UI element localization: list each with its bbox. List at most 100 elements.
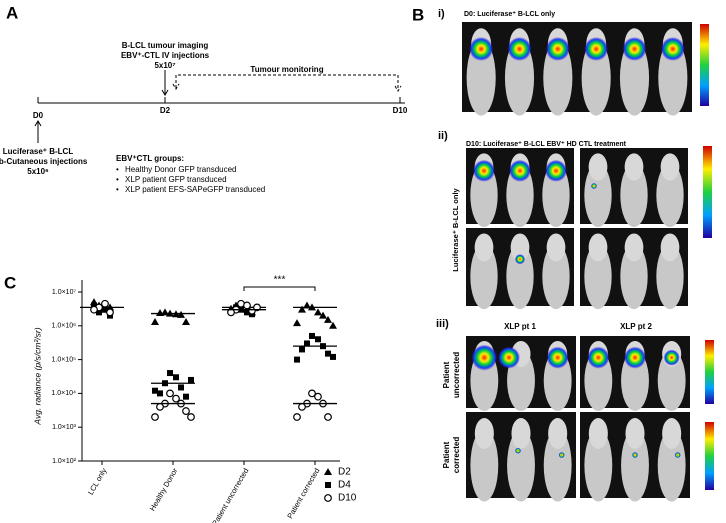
image-title: D10: Luciferase⁺ B-LCL EBV⁺ HD CTL treat… [466, 141, 627, 148]
point [325, 350, 331, 357]
point [298, 305, 306, 313]
arrow [161, 70, 169, 96]
mouse [506, 243, 534, 310]
mouse-head [662, 418, 682, 449]
signal [515, 254, 525, 265]
signal [471, 344, 498, 371]
mouse-head [625, 418, 645, 449]
sub-label: i) [438, 8, 445, 20]
day-label: D10 [393, 106, 408, 115]
mouse [620, 243, 648, 310]
legend-label: D10 [338, 493, 357, 504]
imaging-text: EBV⁺-CTL IV injections [121, 51, 210, 60]
dashed-bracket [172, 74, 402, 92]
mouse [466, 40, 496, 116]
mouse [619, 40, 650, 116]
point [329, 321, 337, 329]
row-label: Luciferase⁺ B-LCL only [451, 187, 460, 271]
point [304, 340, 310, 347]
signal [660, 37, 685, 61]
mouse [657, 350, 686, 411]
signal [622, 37, 647, 61]
image-title: D0: Luciferase⁺ B-LCL only [464, 11, 555, 18]
x-tick-label: Patient uncorrected [210, 466, 250, 523]
groups-title: EBV⁺CTL groups: [116, 154, 184, 163]
point [243, 301, 251, 310]
imaging-text: 5x10⁷ [154, 61, 175, 70]
y-tick-label: 1.0×10⁴ [51, 390, 76, 397]
point [182, 317, 190, 325]
group-item: • XLP patient GFP transduced [116, 175, 227, 184]
point [173, 374, 179, 381]
point [102, 306, 108, 313]
y-tick-label: 1.0×10² [52, 458, 77, 465]
panel-b: B i) D0: Luciferase⁺ B-LCL only ii) D10:… [412, 5, 714, 502]
point [293, 319, 301, 327]
mouse-head [660, 153, 680, 181]
point [324, 315, 332, 323]
panel-letter: B [412, 5, 424, 24]
signal [584, 37, 609, 61]
point [91, 302, 97, 309]
point [324, 494, 332, 502]
mouse [543, 429, 572, 502]
significance-bracket [243, 286, 316, 291]
y-tick-label: 1.0×10⁵ [51, 356, 76, 363]
point [157, 390, 163, 397]
signal [515, 447, 521, 454]
color-bar [703, 146, 712, 238]
color-bar [705, 422, 714, 490]
point [319, 311, 327, 319]
point [294, 356, 300, 363]
arrow [34, 120, 42, 143]
signal [469, 37, 494, 61]
x-tick-label: Patient corrected [285, 466, 321, 520]
point [182, 407, 190, 415]
mouse [581, 40, 611, 116]
color-bar [705, 340, 714, 404]
legend-label: D4 [338, 480, 351, 491]
mouse [584, 163, 612, 228]
panel-a: A D0 D2 D10 Tumour monitoring Luciferase… [0, 3, 408, 194]
day-label: D2 [160, 106, 171, 115]
group-text: XLP patient GFP transduced [125, 175, 227, 184]
sub-label: ii) [438, 130, 448, 142]
signal [674, 452, 681, 458]
significance-label: *** [274, 275, 286, 286]
point [298, 402, 306, 411]
point [151, 413, 159, 421]
mouse [504, 40, 535, 116]
point [324, 413, 332, 421]
x-tick-label: Healthy Donor [148, 466, 180, 512]
mouse [656, 163, 684, 228]
mouse [470, 243, 498, 310]
point [315, 336, 321, 343]
mouse [543, 40, 573, 116]
mouse-head [588, 233, 608, 262]
point [166, 389, 174, 398]
panel-c: C Avg. radiance (p/s/cm²/sr) 1.0×10² 1.0×… [4, 273, 357, 523]
imaging-text: B-LCL tumour imaging [122, 41, 209, 50]
mouse-head [660, 233, 680, 262]
point [152, 387, 158, 394]
y-tick-label: 1.0×10³ [52, 424, 77, 431]
mouse-head [548, 418, 568, 449]
mouse-head [588, 418, 608, 449]
mouse-head [546, 233, 566, 262]
point [244, 309, 250, 316]
point [90, 305, 98, 314]
point [187, 413, 195, 421]
point [151, 317, 159, 325]
signal [473, 159, 495, 182]
point [308, 389, 316, 398]
point [172, 394, 180, 403]
point [101, 299, 109, 308]
y-tick-label: 1.0×10⁶ [52, 323, 77, 330]
mouse-head [624, 153, 644, 181]
mouse-head [510, 233, 530, 262]
point [303, 301, 311, 309]
mouse [584, 243, 612, 310]
signal [632, 452, 638, 458]
mouse [657, 429, 686, 502]
